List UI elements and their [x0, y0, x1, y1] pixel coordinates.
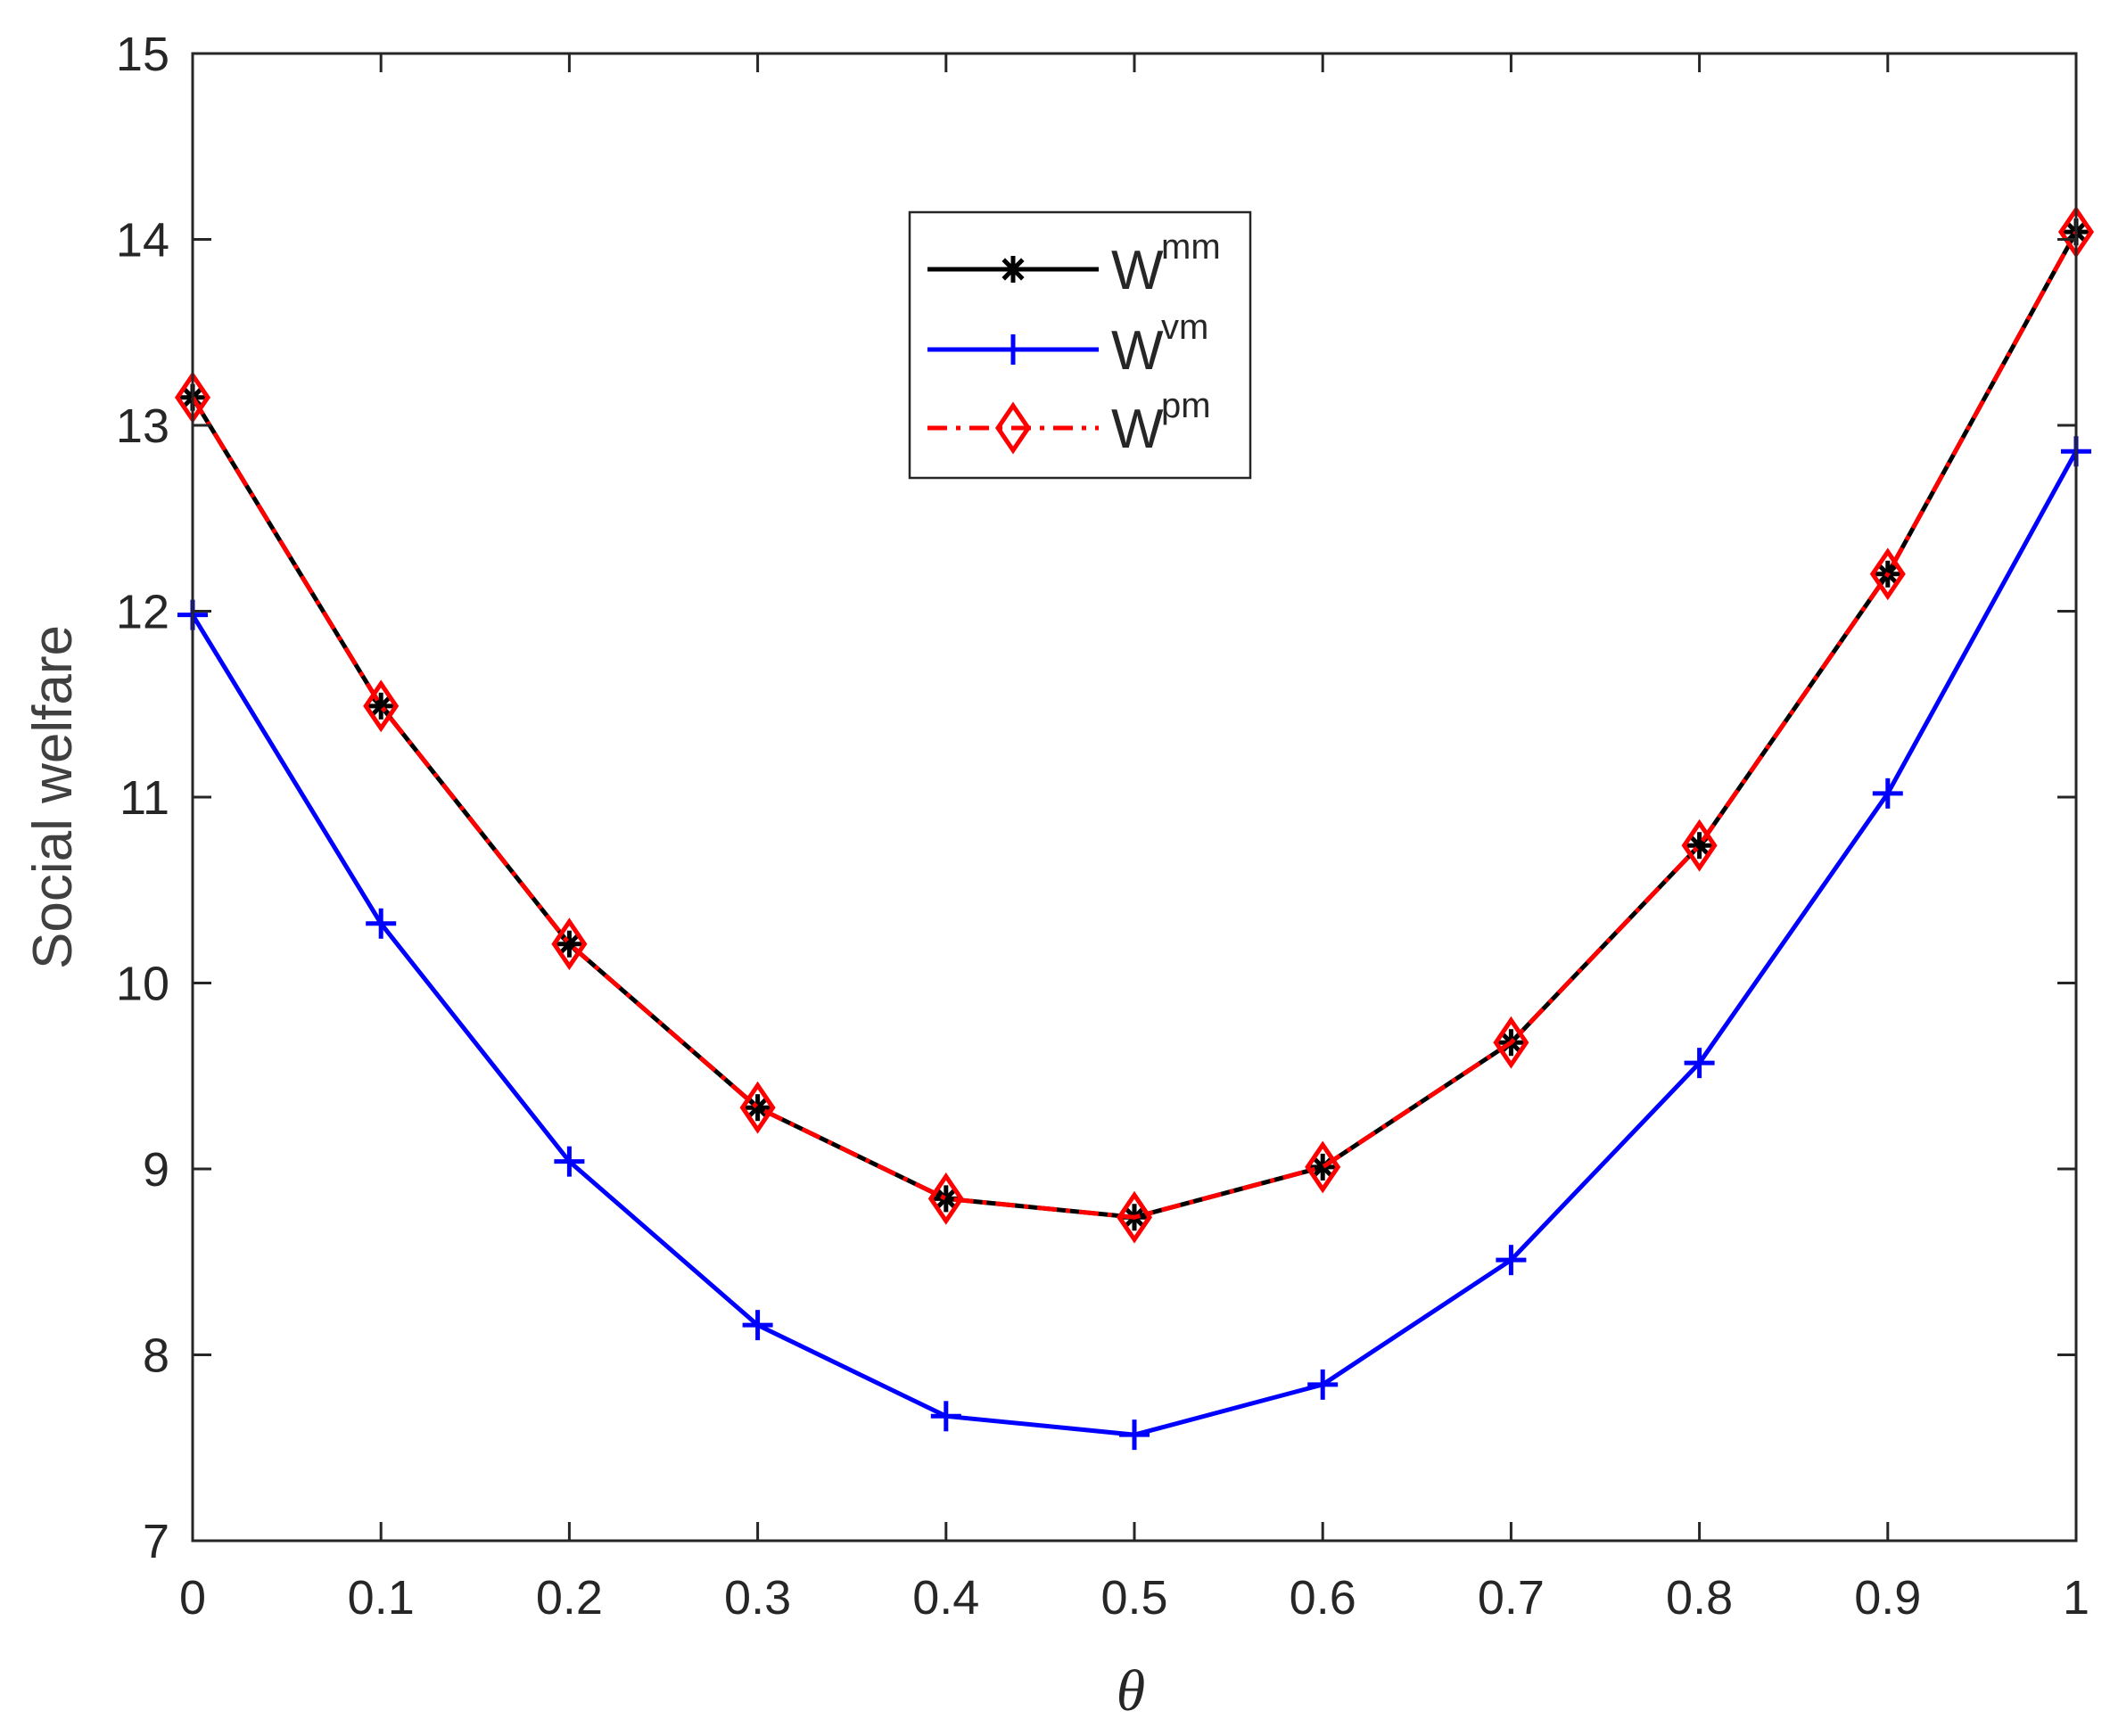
legend-label-pm: W [1111, 399, 1164, 460]
marker-shape [1116, 1190, 1153, 1244]
x-tick-label: 0.9 [1854, 1571, 1921, 1625]
series-line-pm [190, 230, 2079, 1220]
marker-shape [994, 401, 1032, 455]
data-point-vm [1872, 777, 1903, 809]
x-tick-label: 0.7 [1478, 1571, 1545, 1625]
y-tick-label: 11 [120, 771, 169, 825]
x-axis: 0 0.1 0.2 0.3 0.4 0.5 0.6 0.7 0.8 0.9 1 [179, 53, 2089, 1625]
data-point-vm [1307, 1369, 1339, 1400]
marker-shape [739, 1081, 776, 1134]
x-axis-title: θ [1117, 1658, 1145, 1724]
x-tick-label: 0.5 [1100, 1571, 1167, 1625]
y-tick-label: 7 [143, 1515, 169, 1568]
y-tick-label: 12 [116, 586, 169, 639]
data-point-vm [554, 1146, 585, 1177]
x-tick-label: 0.4 [912, 1571, 979, 1625]
legend-label-vm: W [1111, 320, 1164, 382]
data-point-vm [1684, 1048, 1715, 1079]
legend-superscript-vm: vm [1161, 308, 1208, 347]
data-point-pm [363, 679, 400, 733]
marker-stroke [1001, 258, 1025, 281]
x-tick-label: 0.1 [348, 1571, 415, 1625]
legend-marker-mm [1000, 256, 1026, 283]
y-tick-label: 9 [143, 1143, 169, 1197]
y-axis-title: Social welfare [22, 625, 84, 969]
data-point-vm [1119, 1419, 1150, 1451]
data-point-pm [1305, 1140, 1341, 1194]
data-point-pm [1869, 547, 1906, 601]
data-point-pm [1116, 1190, 1153, 1244]
y-axis: 7 8 9 10 11 12 13 14 15 [116, 28, 2076, 1568]
data-point-vm [930, 1401, 961, 1432]
series-line-vm [190, 449, 2079, 1437]
y-tick-label: 14 [116, 214, 169, 267]
legend-label-mm: W [1111, 240, 1164, 301]
marker-shape [551, 917, 588, 971]
data-point-pm [739, 1081, 776, 1134]
data-point-vm [1496, 1245, 1527, 1276]
data-point-pm [927, 1172, 964, 1225]
marker-stroke [557, 933, 581, 956]
x-tick-label: 0 [179, 1571, 206, 1625]
data-point-pm [1493, 1016, 1529, 1069]
data-point-vm [742, 1310, 773, 1341]
x-tick-label: 0.6 [1290, 1571, 1356, 1625]
legend-superscript-pm: pm [1161, 386, 1211, 425]
data-point-pm [551, 917, 588, 971]
series-vm [177, 436, 2091, 1451]
x-tick-label: 0.8 [1666, 1571, 1733, 1625]
marker-shape [1869, 547, 1906, 601]
data-point-pm [1681, 819, 1718, 872]
marker-shape [1305, 1140, 1341, 1194]
data-point-mm [744, 1094, 771, 1122]
data-point-vm [366, 908, 397, 939]
legend-superscript-mm: mm [1161, 227, 1221, 267]
x-tick-label: 0.2 [536, 1571, 603, 1625]
x-tick-label: 0.3 [724, 1571, 791, 1625]
y-tick-label: 10 [116, 958, 169, 1011]
y-tick-label: 13 [116, 399, 169, 453]
marker-shape [1681, 819, 1718, 872]
y-tick-label: 8 [143, 1329, 169, 1383]
y-tick-label: 15 [116, 28, 169, 81]
marker-shape [363, 679, 400, 733]
legend-marker-pm [994, 401, 1032, 455]
marker-stroke [935, 1187, 958, 1210]
marker-shape [1493, 1016, 1529, 1069]
legend-box [908, 210, 1252, 480]
marker-shape [927, 1172, 964, 1225]
x-tick-label: 1 [2063, 1571, 2089, 1625]
marker-stroke [369, 695, 392, 718]
legend-marker-vm [998, 334, 1028, 365]
marker-stroke [746, 1096, 770, 1119]
